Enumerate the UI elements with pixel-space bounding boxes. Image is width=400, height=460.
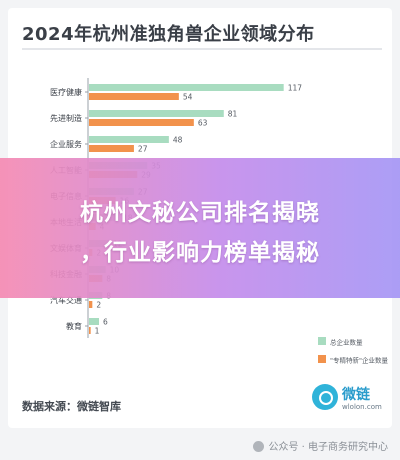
chart-title: 2024年杭州准独角兽企业领域分布 (22, 24, 315, 45)
wechat-icon (253, 441, 265, 452)
bar-value-label: 27 (138, 145, 148, 154)
bar-specialized (89, 327, 91, 334)
headline-line-2: ，行业影响力榜单揭秘 (80, 240, 320, 266)
bar-specialized (89, 93, 179, 100)
footer-text: 公众号 · 电子商务研究中心 (268, 442, 388, 453)
footer-credit: 公众号 · 电子商务研究中心 (253, 438, 388, 453)
bar-value-label: 117 (288, 84, 303, 93)
category-label: 汽车交通 (50, 295, 82, 305)
chain-logo-icon (312, 384, 338, 410)
category-label: 企业服务 (50, 139, 82, 149)
data-source: 数据来源：微链智库 (22, 400, 121, 413)
bar-value-label: 63 (198, 119, 208, 128)
category-label: 医疗健康 (50, 87, 82, 97)
title-divider (22, 48, 382, 50)
category-label: 先进制造 (50, 113, 82, 123)
bar-value-label: 48 (173, 136, 183, 145)
bar-specialized (89, 145, 134, 152)
bar-value-label: 2 (96, 301, 101, 310)
bar-total (89, 84, 284, 91)
brand-logo: 微链 wlolon.com (312, 382, 382, 416)
bar-value-label: 1 (95, 327, 100, 336)
bar-total (89, 136, 169, 143)
headline-overlay (0, 158, 400, 298)
headline-line-1: 杭州文秘公司排名揭晓 (80, 200, 320, 226)
legend-label: "专精特新"企业数量 (330, 356, 388, 365)
bar-specialized (89, 119, 194, 126)
logo-name: 微链 (342, 387, 370, 403)
legend-swatch (318, 337, 326, 345)
bar-value-label: 54 (183, 93, 193, 102)
category-label: 教育 (66, 321, 82, 331)
bar-total (89, 110, 224, 117)
bar-value-label: 81 (228, 110, 238, 119)
legend-swatch (318, 355, 326, 363)
bar-specialized (89, 301, 93, 308)
bar-total (89, 318, 99, 325)
bar-value-label: 6 (103, 318, 108, 327)
logo-url: wlolon.com (342, 403, 382, 411)
legend-label: 总企业数量 (330, 338, 363, 347)
